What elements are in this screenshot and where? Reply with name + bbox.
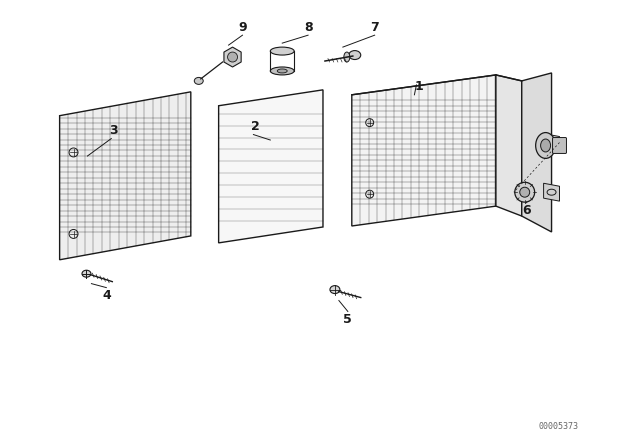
Polygon shape — [352, 75, 496, 226]
Polygon shape — [543, 134, 559, 151]
Ellipse shape — [536, 133, 556, 159]
Text: 5: 5 — [344, 313, 352, 326]
FancyBboxPatch shape — [552, 138, 566, 154]
Polygon shape — [224, 47, 241, 67]
Text: 00005373: 00005373 — [538, 422, 579, 431]
Polygon shape — [60, 92, 191, 260]
Ellipse shape — [344, 52, 350, 62]
Circle shape — [515, 182, 534, 202]
Polygon shape — [219, 90, 323, 243]
Ellipse shape — [330, 286, 340, 293]
Circle shape — [520, 187, 530, 197]
Text: 4: 4 — [102, 289, 111, 302]
Ellipse shape — [82, 270, 91, 277]
Ellipse shape — [349, 51, 361, 60]
Ellipse shape — [541, 139, 550, 152]
Polygon shape — [543, 183, 559, 201]
Circle shape — [228, 52, 237, 62]
Text: 8: 8 — [304, 21, 312, 34]
Ellipse shape — [195, 78, 204, 84]
Ellipse shape — [270, 67, 294, 75]
Text: 3: 3 — [109, 124, 118, 137]
Polygon shape — [522, 73, 552, 232]
Ellipse shape — [277, 69, 287, 73]
Text: 9: 9 — [238, 21, 247, 34]
Text: 6: 6 — [522, 203, 531, 216]
Text: 1: 1 — [415, 80, 424, 93]
Text: 2: 2 — [251, 120, 260, 133]
Text: 7: 7 — [371, 21, 379, 34]
Polygon shape — [496, 75, 522, 216]
Ellipse shape — [270, 47, 294, 55]
